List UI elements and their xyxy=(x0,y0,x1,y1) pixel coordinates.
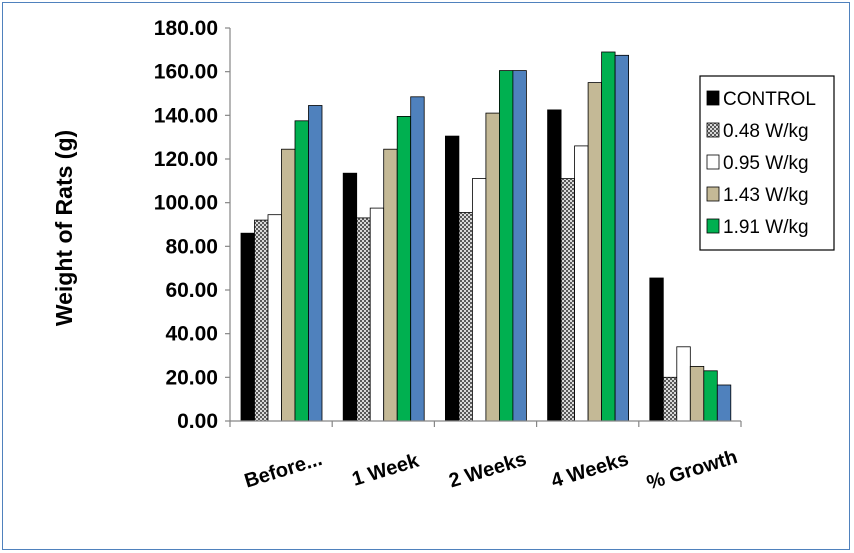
bar xyxy=(703,370,718,422)
bar xyxy=(383,148,398,422)
bar xyxy=(308,105,323,422)
bar xyxy=(356,217,371,422)
bar xyxy=(254,219,269,422)
y-tick-label: 60.00 xyxy=(165,279,218,302)
legend-label: 1.43 W/kg xyxy=(723,185,809,206)
bar xyxy=(560,178,575,422)
bar xyxy=(294,120,309,422)
bar xyxy=(614,54,629,422)
bar xyxy=(396,116,412,422)
bar xyxy=(498,70,514,422)
bar xyxy=(716,384,732,422)
bar xyxy=(601,51,616,422)
bar xyxy=(471,178,487,422)
bar xyxy=(369,207,385,422)
x-tick-label: Before... xyxy=(242,448,325,492)
bar xyxy=(587,82,602,422)
y-tick-labels: 0.00 20.00 40.00 60.00 80.00 100.00 120.00 140.… xyxy=(154,17,218,433)
bar xyxy=(281,148,296,422)
bar xyxy=(444,135,460,422)
legend: CONTROL 0.48 W/kg 0.95 W/kg 1.43 W/kg 1.91 W… xyxy=(699,75,835,251)
bar xyxy=(267,214,282,422)
x-tick-label: 1 Week xyxy=(350,449,423,490)
bar xyxy=(662,376,678,422)
legend-swatch xyxy=(706,122,720,138)
bar xyxy=(410,96,425,422)
y-tick-label: 0.00 xyxy=(177,410,218,433)
x-tick-labels: Before... 1 Week 2 Weeks 4 Weeks % Growth xyxy=(242,446,740,494)
legend-label: CONTROL xyxy=(723,89,816,110)
y-tick-label: 180.00 xyxy=(154,17,218,40)
legend-box xyxy=(699,75,835,251)
legend-label: 1.91 W/kg xyxy=(723,217,809,238)
axes xyxy=(225,27,742,427)
legend-swatch xyxy=(706,90,720,106)
y-tick-label: 100.00 xyxy=(154,192,218,215)
legend-swatch xyxy=(706,186,720,202)
x-tick-label: 2 Weeks xyxy=(446,448,529,492)
x-tick-label: % Growth xyxy=(644,446,740,494)
legend-swatch xyxy=(706,218,720,234)
bar xyxy=(676,346,691,422)
y-axis-label: Weight of Rats (g) xyxy=(51,130,77,326)
y-tick-label: 140.00 xyxy=(154,104,218,127)
bar xyxy=(240,232,255,422)
y-tick-label: 80.00 xyxy=(165,235,218,258)
legend-label: 0.48 W/kg xyxy=(723,121,809,142)
y-tick-label: 120.00 xyxy=(154,148,218,171)
legend-label: 0.95 W/kg xyxy=(723,153,809,174)
bar xyxy=(342,172,358,422)
legend-swatch xyxy=(706,154,720,170)
bar xyxy=(547,109,562,422)
x-tick-label: 4 Weeks xyxy=(549,448,632,492)
y-tick-label: 40.00 xyxy=(165,323,218,346)
bars xyxy=(240,51,732,422)
bar xyxy=(485,112,500,422)
bar xyxy=(574,145,589,422)
bar xyxy=(458,212,473,422)
y-tick-label: 20.00 xyxy=(165,366,218,389)
y-tick-label: 160.00 xyxy=(154,61,218,84)
bar xyxy=(649,277,664,422)
bar xyxy=(512,70,527,422)
bar xyxy=(689,365,705,422)
